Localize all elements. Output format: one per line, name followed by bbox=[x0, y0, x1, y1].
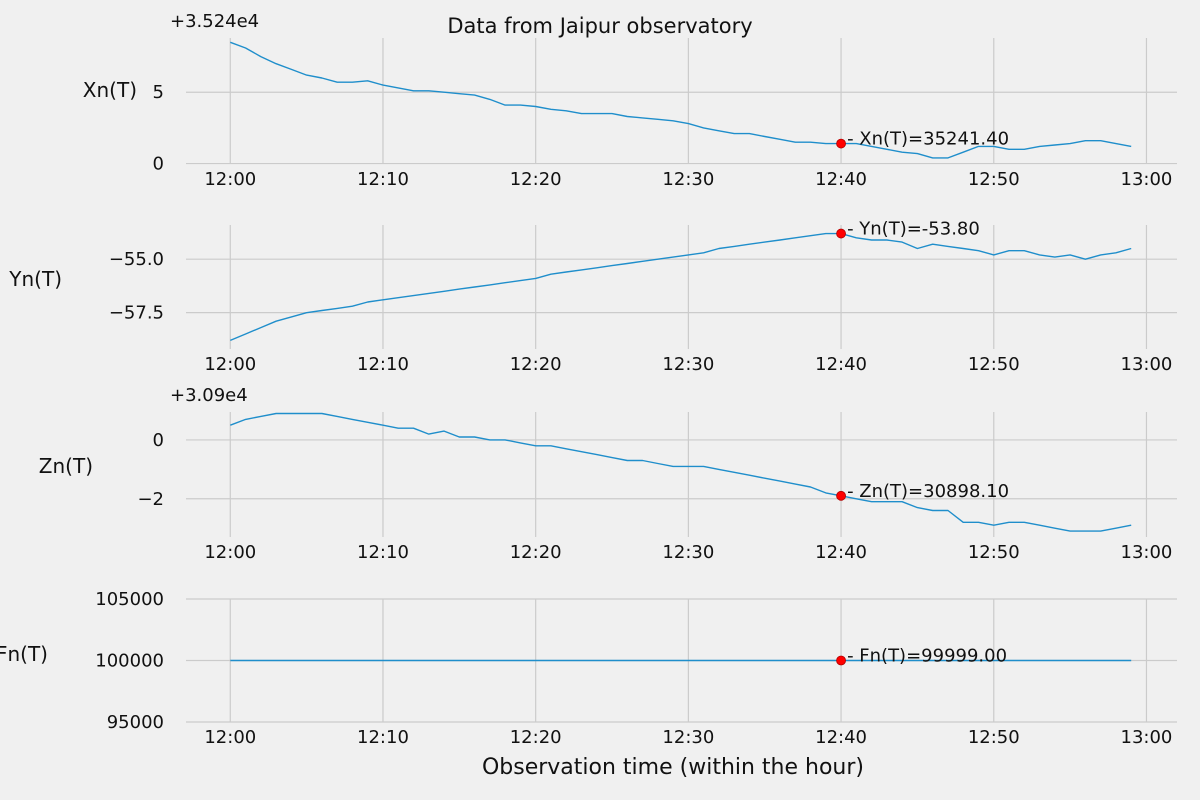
x-tick-label: 13:00 bbox=[1121, 727, 1173, 748]
series-line bbox=[230, 41, 1132, 159]
x-tick-label: 12:50 bbox=[968, 542, 1020, 563]
y-tick-label: 0 bbox=[153, 154, 164, 175]
x-axis-label: Observation time (within the hour) bbox=[482, 755, 864, 780]
x-tick-label: 12:30 bbox=[662, 169, 714, 190]
x-tick-label: 13:00 bbox=[1121, 169, 1173, 190]
x-tick-label: 12:20 bbox=[510, 542, 562, 563]
highlight-marker bbox=[836, 138, 846, 149]
y-axis-label: Fn(T) bbox=[0, 642, 48, 666]
series-line bbox=[230, 412, 1132, 532]
x-tick-label: 13:00 bbox=[1121, 354, 1173, 375]
y-tick-label: 95000 bbox=[107, 712, 164, 733]
highlight-marker bbox=[836, 228, 846, 239]
y-axis-label: Xn(T) bbox=[83, 78, 137, 102]
x-tick-label: 12:00 bbox=[204, 169, 256, 190]
highlight-label: - Zn(T)=30898.10 bbox=[847, 481, 1009, 502]
y-offset-text: +3.524e4 bbox=[170, 11, 259, 32]
x-tick-label: 12:40 bbox=[815, 354, 867, 375]
highlight-marker bbox=[836, 655, 846, 666]
highlight-label: - Yn(T)=-53.80 bbox=[847, 219, 980, 240]
chart-title: Data from Jaipur observatory bbox=[447, 14, 752, 38]
y-tick-label: 105000 bbox=[95, 589, 164, 610]
highlight-label: - Xn(T)=35241.40 bbox=[847, 129, 1009, 150]
y-axis-label: Zn(T) bbox=[39, 454, 93, 478]
x-tick-label: 13:00 bbox=[1121, 542, 1173, 563]
x-tick-label: 12:10 bbox=[357, 727, 409, 748]
x-tick-label: 12:50 bbox=[968, 354, 1020, 375]
x-tick-label: 12:50 bbox=[968, 727, 1020, 748]
x-tick-label: 12:40 bbox=[815, 727, 867, 748]
y-tick-label: −55.0 bbox=[109, 249, 164, 270]
x-tick-label: 12:10 bbox=[357, 542, 409, 563]
series-line bbox=[230, 232, 1132, 342]
y-tick-label: 0 bbox=[153, 430, 164, 451]
x-tick-label: 12:00 bbox=[204, 542, 256, 563]
x-tick-label: 12:20 bbox=[510, 727, 562, 748]
y-axis-label: Yn(T) bbox=[8, 267, 62, 291]
panel-znt: 12:00 12:10 12:20 12:30 12:40 12:50 13:00 −2 0 +3… bbox=[39, 385, 1177, 563]
y-tick-label: −57.5 bbox=[109, 303, 164, 324]
x-tick-label: 12:40 bbox=[815, 542, 867, 563]
y-tick-label: −2 bbox=[137, 489, 164, 510]
highlight-label: - Fn(T)=99999.00 bbox=[847, 646, 1007, 667]
x-tick-label: 12:10 bbox=[357, 354, 409, 375]
panel-xnt: 12:00 12:10 12:20 12:30 12:40 12:50 13:00 0 5 +3.… bbox=[83, 11, 1177, 190]
x-tick-label: 12:00 bbox=[204, 354, 256, 375]
x-tick-label: 12:10 bbox=[357, 169, 409, 190]
panel-ynt: 12:00 12:10 12:20 12:30 12:40 12:50 13:00 −57.5… bbox=[8, 219, 1177, 375]
x-tick-label: 12:40 bbox=[815, 169, 867, 190]
x-tick-label: 12:30 bbox=[662, 727, 714, 748]
y-tick-label: 5 bbox=[153, 82, 164, 103]
x-tick-label: 12:50 bbox=[968, 169, 1020, 190]
panel-fnt: 12:00 12:10 12:20 12:30 12:40 12:50 13:00 95000… bbox=[0, 589, 1177, 748]
x-tick-label: 12:30 bbox=[662, 542, 714, 563]
panels: 12:00 12:10 12:20 12:30 12:40 12:50 13:00 0 5 +3.… bbox=[0, 11, 1177, 748]
x-tick-label: 12:00 bbox=[204, 727, 256, 748]
x-tick-label: 12:20 bbox=[510, 354, 562, 375]
y-offset-text: +3.09e4 bbox=[170, 385, 248, 406]
x-tick-label: 12:20 bbox=[510, 169, 562, 190]
y-tick-label: 100000 bbox=[95, 651, 164, 672]
x-tick-label: 12:30 bbox=[662, 354, 714, 375]
highlight-marker bbox=[836, 490, 846, 501]
